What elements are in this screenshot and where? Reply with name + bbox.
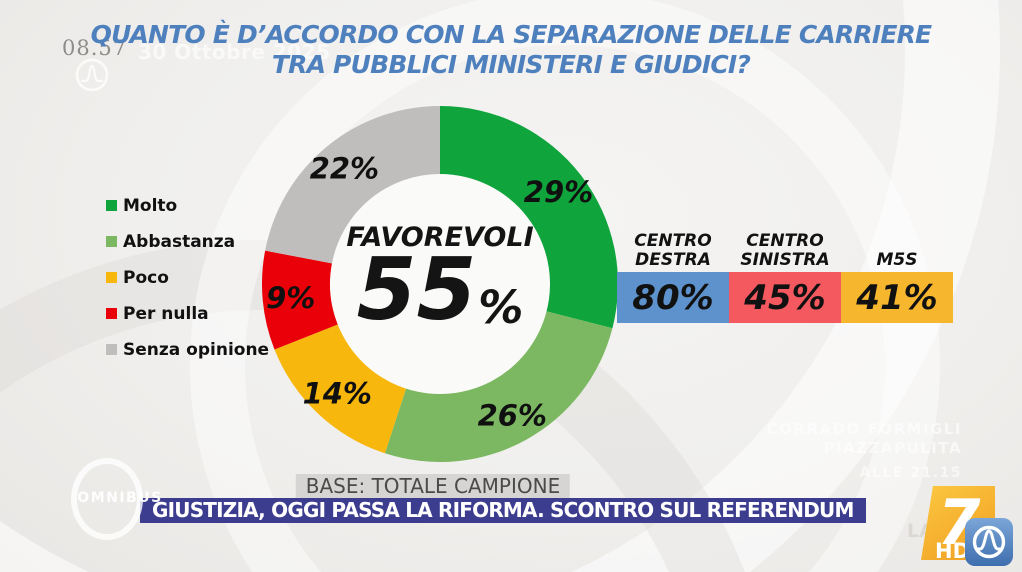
- party-value: 45%: [744, 277, 826, 318]
- donut-center-value: 55 %: [320, 240, 560, 340]
- legend-label: Poco: [123, 267, 169, 288]
- omnibus-watermark: OMNIBUS: [60, 448, 180, 558]
- news-ticker: GIUSTIZIA, OGGI PASSA LA RIFORMA. SCONTR…: [140, 498, 866, 523]
- donut-center-label: FAVOREVOLI: [346, 222, 534, 253]
- center-value-number: 55: [356, 240, 477, 340]
- sample-base-label: BASE: TOTALE CAMPIONE: [295, 474, 571, 499]
- la7-circle-icon: [972, 525, 1006, 559]
- legend-swatch-icon: [106, 272, 117, 283]
- la7-app-icon: [965, 518, 1013, 566]
- legend-label: Senza opinione: [123, 339, 270, 360]
- legend-swatch-icon: [106, 236, 117, 247]
- donut-segment-value: 29%: [524, 175, 593, 209]
- omnibus-logo-icon: [75, 58, 109, 92]
- party-value-box: 41%: [841, 272, 953, 323]
- party-name: M5S: [876, 250, 918, 270]
- omnibus-ring-icon: [71, 458, 143, 540]
- donut-segment-molto: [440, 106, 618, 329]
- legend-item: Per nulla: [106, 303, 269, 324]
- la7-hd-logo: LA 7 HD: [907, 486, 1013, 566]
- date-watermark: 30 Ottobre 2025: [138, 40, 331, 64]
- donut-chart: 29% 26% 14% 9% 22%: [262, 106, 618, 462]
- legend-item: Poco: [106, 267, 269, 288]
- title-line-2: TRA PUBBLICI MINISTERI E GIUDICI?: [271, 50, 751, 79]
- omnibus-watermark-text: OMNIBUS: [77, 490, 163, 506]
- party-value: 80%: [632, 277, 714, 318]
- party-breakdown: CENTRO DESTRA 80% CENTRO SINISTRA 45% M5S 41%: [617, 221, 953, 323]
- legend-item: Abbastanza: [106, 231, 269, 252]
- donut-segment-poco: [274, 324, 407, 454]
- party-value-box: 45%: [729, 272, 841, 323]
- legend-item: Senza opinione: [106, 339, 270, 360]
- party-column: CENTRO SINISTRA 45%: [729, 221, 841, 323]
- hd-badge-text: HD: [935, 539, 970, 563]
- legend-item: Molto: [106, 195, 269, 216]
- promo-line: PIAZZAPULITA: [823, 439, 962, 457]
- legend-label: Molto: [123, 195, 178, 216]
- donut-segment-abbastanza: [384, 311, 613, 462]
- donut-segment-per-nulla: [262, 250, 338, 350]
- party-column: CENTRO DESTRA 80%: [617, 221, 729, 323]
- party-name: CENTRO SINISTRA: [740, 231, 830, 270]
- legend-label: Abbastanza: [123, 231, 236, 252]
- party-column: M5S 41%: [841, 221, 953, 323]
- clock: 08.57: [62, 36, 128, 60]
- legend-swatch-icon: [106, 200, 117, 211]
- promo-line: ALLE 21.15: [859, 465, 962, 481]
- legend-label: Per nulla: [123, 303, 209, 324]
- promo-text: CORRADO FORMIGLI PIAZZAPULITA ALLE 21.15: [767, 420, 962, 483]
- party-name: CENTRO DESTRA: [634, 231, 712, 270]
- party-value-box: 80%: [617, 272, 729, 323]
- donut-segment-value: 26%: [478, 398, 547, 432]
- la7-wave-icon: [975, 529, 1003, 551]
- donut-segment-value: 14%: [303, 376, 372, 410]
- donut-segment-value: 9%: [266, 281, 315, 315]
- donut-segment-value: 22%: [310, 151, 379, 185]
- donut-center: FAVOREVOLI 55 %: [320, 222, 560, 340]
- party-value: 41%: [856, 277, 938, 318]
- page-title: QUANTO È D’ACCORDO CON LA SEPARAZIONE DE…: [30, 20, 992, 80]
- chart-legend: Molto Abbastanza Poco Per nulla Senza opinio…: [106, 195, 270, 377]
- donut-segment-senza-opinione: [265, 106, 440, 264]
- legend-swatch-icon: [106, 308, 117, 319]
- center-value-percent-sign: %: [478, 280, 524, 334]
- title-line-1: QUANTO È D’ACCORDO CON LA SEPARAZIONE DE…: [90, 20, 932, 49]
- legend-swatch-icon: [106, 344, 117, 355]
- promo-line: CORRADO FORMIGLI: [766, 420, 962, 438]
- donut-hole: [330, 174, 550, 394]
